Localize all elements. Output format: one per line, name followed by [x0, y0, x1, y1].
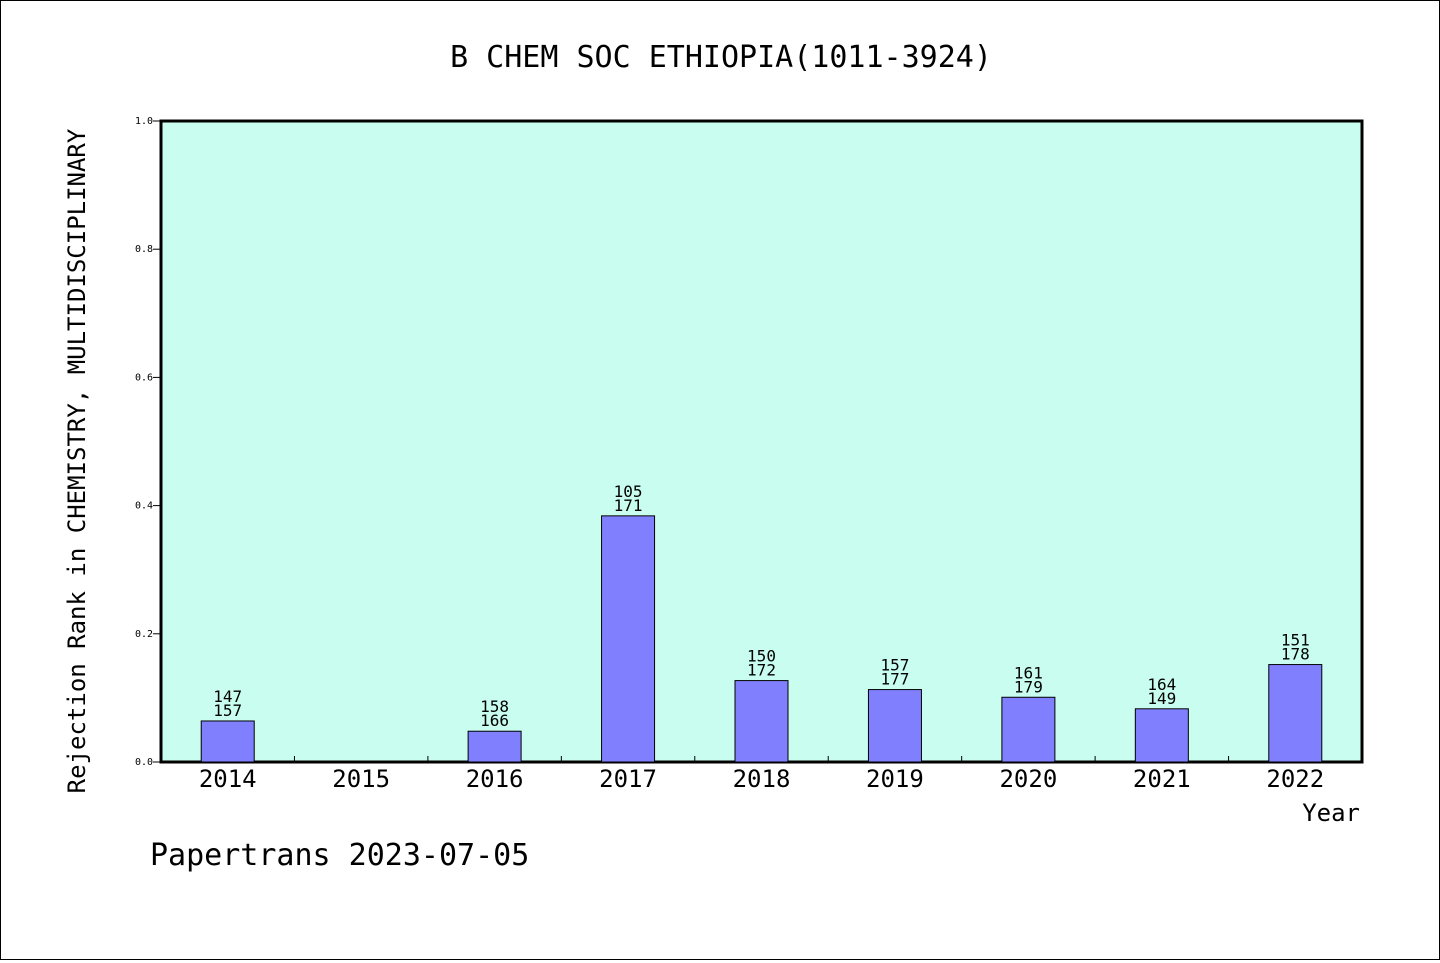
y-tick-label: 1.0 — [135, 116, 153, 127]
plot-area — [159, 119, 1364, 764]
y-tick-label: 0.0 — [135, 757, 153, 768]
y-tick-label: 0.2 — [135, 629, 153, 640]
bar-2019 — [867, 689, 922, 763]
bar-label-bottom: 179 — [1014, 677, 1043, 696]
x-tick-label: 2019 — [866, 765, 924, 793]
chart-title: B CHEM SOC ETHIOPIA(1011-3924) — [450, 40, 992, 75]
x-axis-label: Year — [1302, 799, 1360, 827]
bar-label-bottom: 177 — [880, 670, 909, 689]
credit-text: Papertrans 2023-07-05 — [150, 838, 529, 873]
x-tick-label: 2020 — [999, 765, 1057, 793]
bar-label-bottom: 178 — [1281, 645, 1310, 664]
bar-label-top: 164 — [1147, 675, 1176, 694]
bar-2022 — [1268, 664, 1323, 763]
bar-label-top: 105 — [614, 482, 643, 501]
bar-label-bottom: 171 — [614, 496, 643, 515]
bar-label-bottom: 166 — [480, 711, 509, 730]
y-axis-label: Rejection Rank in CHEMISTRY, MULTIDISCIP… — [63, 128, 91, 793]
bar-2021 — [1134, 708, 1189, 763]
bar-2018 — [734, 680, 789, 763]
bar-label-bottom: 149 — [1147, 689, 1176, 708]
y-tick-label: 0.6 — [135, 372, 153, 383]
x-axis-ticks: 2014 2015 2016 2017 2018 2019 2020 2021 2022 — [199, 756, 1324, 793]
bar-2014 — [200, 720, 255, 763]
x-tick-label: 2017 — [599, 765, 657, 793]
y-axis-ticks: 0.0 0.2 0.4 0.6 0.8 1.0 — [135, 116, 161, 768]
bar-label-bottom: 157 — [213, 701, 242, 720]
bar-label-bottom: 172 — [747, 661, 776, 680]
bar-2017 — [601, 515, 656, 763]
bar-label-top: 161 — [1014, 663, 1043, 682]
y-tick-label: 0.8 — [135, 244, 153, 255]
x-tick-label: 2015 — [332, 765, 390, 793]
bar-2016 — [467, 730, 522, 763]
y-tick-label: 0.4 — [135, 501, 153, 512]
bar-label-top: 151 — [1281, 631, 1310, 650]
bar-label-top: 157 — [880, 656, 909, 675]
bar-label-top: 150 — [747, 647, 776, 666]
x-tick-label: 2018 — [733, 765, 791, 793]
x-tick-label: 2021 — [1133, 765, 1191, 793]
x-tick-label: 2016 — [466, 765, 524, 793]
x-tick-label: 2014 — [199, 765, 257, 793]
x-tick-label: 2022 — [1266, 765, 1324, 793]
bar-label-top: 158 — [480, 697, 509, 716]
bar-2020 — [1001, 696, 1056, 763]
bar-label-top: 147 — [213, 687, 242, 706]
